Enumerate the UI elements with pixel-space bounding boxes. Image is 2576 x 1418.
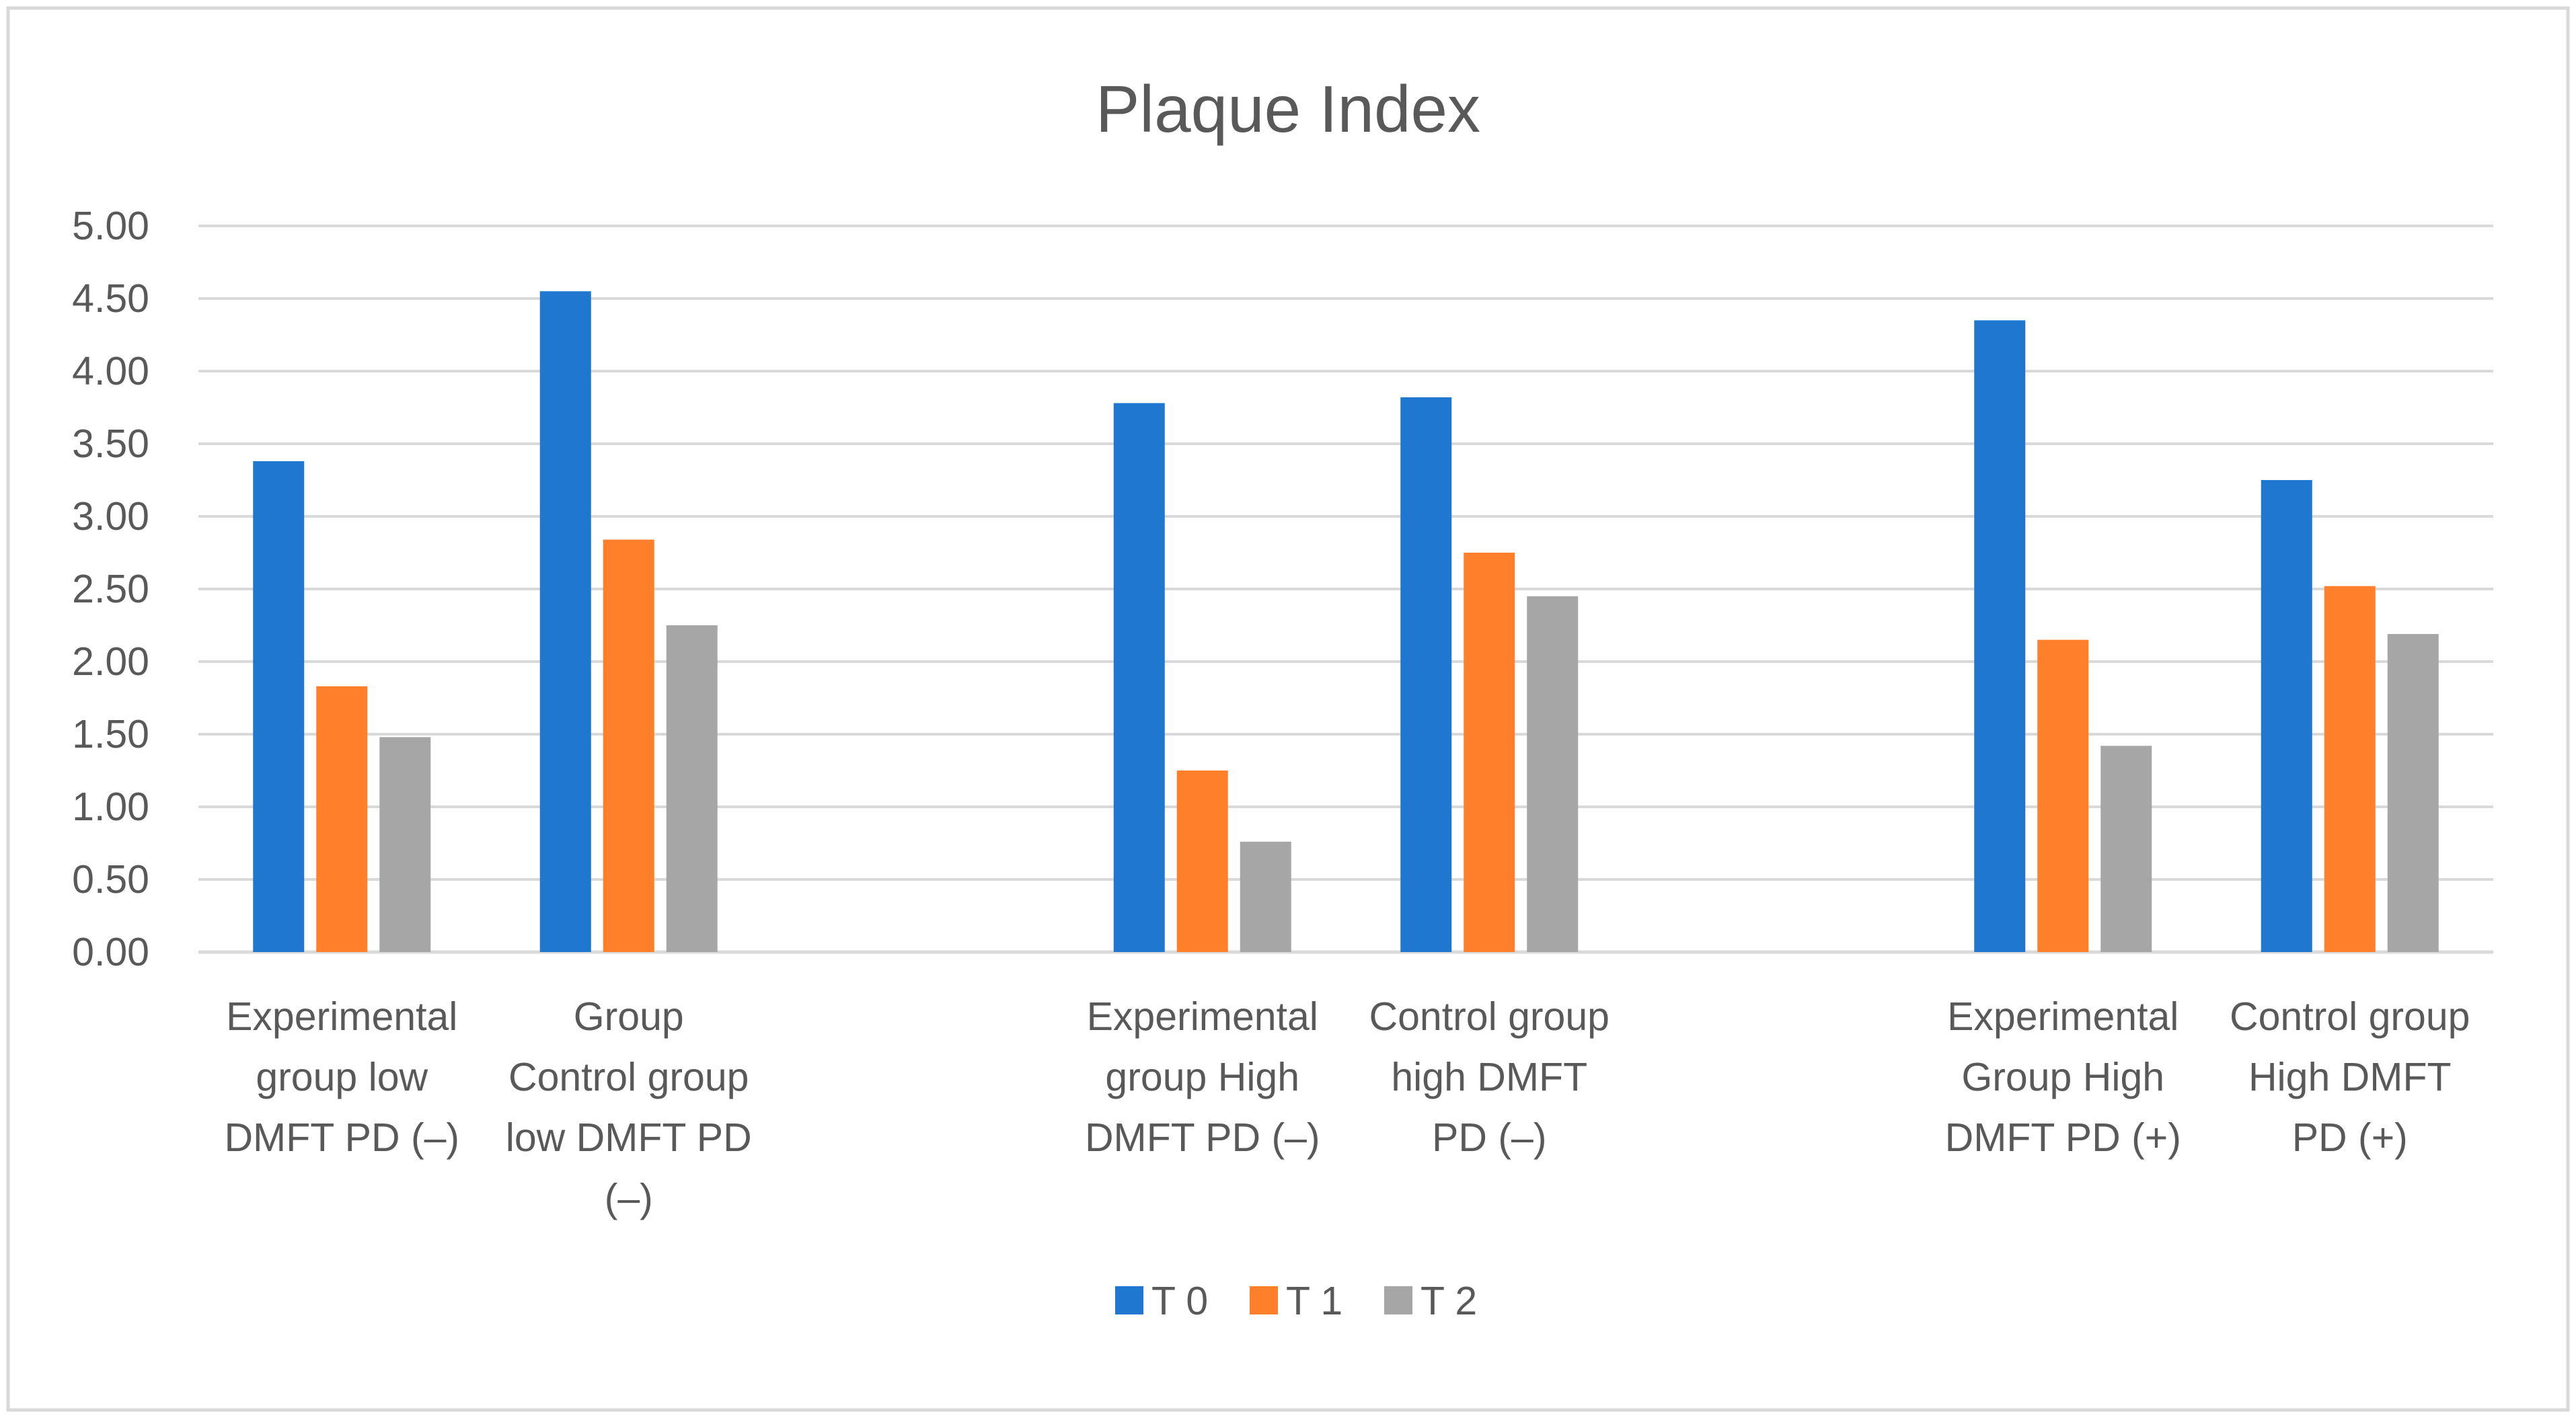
bar-t2-cat5	[2100, 746, 2152, 952]
chart-border	[6, 6, 2570, 1412]
category-label-line: Experimental	[226, 994, 457, 1039]
category-label: Experimental Group High DMFT PD (+)	[1945, 994, 2181, 1160]
category-label-line: Group	[574, 994, 684, 1039]
bar-t2-cat6	[2387, 633, 2439, 952]
category-label: Control group high DMFT PD (–)	[1369, 994, 1610, 1160]
category-label-line: PD (+)	[2292, 1115, 2408, 1160]
bar-t2-cat1	[379, 737, 431, 952]
category-label-line: low DMFT PD	[506, 1115, 752, 1160]
category-label-line: (–)	[605, 1176, 653, 1220]
y-tick-label: 4.50	[72, 276, 149, 321]
bar-t1-cat4	[1464, 553, 1515, 952]
chart-title: Plaque Index	[1096, 72, 1480, 146]
y-tick-label: 4.00	[72, 349, 149, 393]
category-label-line: DMFT PD (+)	[1945, 1115, 2181, 1160]
category-label-line: Experimental	[1947, 994, 2179, 1039]
legend: T 0 T 1 T 2	[1115, 1279, 1477, 1323]
category-label-line: PD (–)	[1432, 1115, 1546, 1160]
bar-t2-cat2	[666, 625, 718, 952]
bar-t0-cat5	[1974, 320, 2026, 952]
y-tick-label: 1.50	[72, 712, 149, 756]
y-tick-label: 2.50	[72, 567, 149, 611]
category-label-line: Control group	[2230, 994, 2470, 1039]
category-label-line: DMFT PD (–)	[224, 1115, 459, 1160]
y-axis-tick-labels: 0.00 0.50 1.00 1.50 2.00 2.50 3.00 3.50 4.00 4.50…	[72, 204, 149, 974]
category-label-line: DMFT PD (–)	[1085, 1115, 1320, 1160]
y-tick-label: 3.50	[72, 422, 149, 466]
bar-t0-cat4	[1400, 397, 1452, 952]
x-axis-category-labels: Experimental group low DMFT PD (–) Group Con…	[224, 994, 2470, 1220]
y-tick-label: 1.00	[72, 785, 149, 829]
category-label-line: group low	[256, 1055, 428, 1099]
category-label: Experimental group low DMFT PD (–)	[224, 994, 459, 1160]
category-label-line: Group High	[1961, 1055, 2164, 1099]
category-label: Group Control group low DMFT PD (–)	[506, 994, 752, 1220]
legend-label: T 1	[1286, 1279, 1342, 1323]
category-label-line: Control group	[1369, 994, 1610, 1039]
legend-swatch	[1384, 1286, 1412, 1314]
bars	[253, 291, 2439, 952]
bar-t1-cat6	[2324, 586, 2376, 952]
bar-t1-cat3	[1176, 771, 1228, 952]
y-tick-label: 3.00	[72, 494, 149, 539]
category-label-line: high DMFT	[1391, 1055, 1587, 1099]
bar-t0-cat2	[539, 291, 591, 952]
bar-t0-cat6	[2261, 480, 2312, 952]
bar-t1-cat1	[316, 686, 368, 952]
category-label-line: High DMFT	[2248, 1055, 2452, 1099]
bar-t2-cat3	[1240, 841, 1291, 952]
bar-t1-cat5	[2037, 639, 2089, 952]
y-tick-label: 0.50	[72, 857, 149, 902]
category-label-line: Experimental	[1087, 994, 1318, 1039]
bar-t0-cat3	[1113, 403, 1165, 952]
category-label: Experimental group High DMFT PD (–)	[1085, 994, 1320, 1160]
bar-t0-cat1	[253, 461, 305, 952]
category-label-line: group High	[1105, 1055, 1299, 1099]
legend-label: T 0	[1151, 1279, 1208, 1323]
y-tick-label: 5.00	[72, 204, 149, 248]
category-label-line: Control group	[508, 1055, 749, 1099]
y-tick-label: 0.00	[72, 930, 149, 974]
category-label: Control group High DMFT PD (+)	[2230, 994, 2470, 1160]
legend-label: T 2	[1420, 1279, 1477, 1323]
bar-t2-cat4	[1527, 596, 1579, 952]
legend-swatch	[1250, 1286, 1278, 1314]
legend-swatch	[1115, 1286, 1143, 1314]
bar-t1-cat2	[603, 539, 654, 952]
y-tick-label: 2.00	[72, 639, 149, 684]
